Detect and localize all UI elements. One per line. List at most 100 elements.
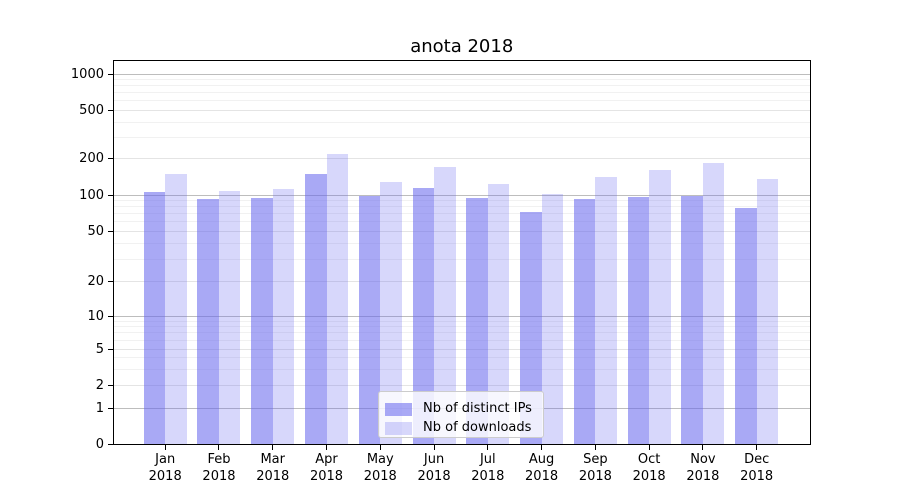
gridline-y-50 [114,231,810,232]
y-tick-label-100: 100 [79,187,104,203]
x-tick-label-jun: Jun 2018 [417,451,451,484]
legend-label-distinct-ips: Nb of distinct IPs [423,401,532,416]
bar-distinct-ips-jul [466,198,488,445]
chart-title: anota 2018 [410,36,514,57]
bar-downloads-sep [595,177,617,445]
x-tick-mark-feb [218,444,220,450]
x-tick-label-sep: Sep 2018 [578,451,612,484]
gridline-y-70 [114,213,810,215]
bar-downloads-feb [218,191,241,445]
gridline-y-700 [114,92,810,94]
y-tick-mark-5 [108,348,113,350]
legend-row-downloads: Nb of downloads [385,420,535,436]
bar-downloads-jul [487,184,510,445]
x-tick-label-feb: Feb 2018 [202,451,236,484]
gridline-y-10 [114,315,810,317]
y-tick-mark-1000 [108,73,113,75]
x-tick-label-jul: Jul 2018 [471,451,505,484]
x-tick-mark-jul [487,444,489,450]
bar-distinct-ips-mar [251,197,273,445]
y-tick-label-200: 200 [79,151,104,167]
legend-row-distinct-ips: Nb of distinct IPs [385,401,535,417]
legend-label-downloads: Nb of downloads [423,420,532,435]
x-tick-label-aug: Aug 2018 [525,451,559,484]
bar-downloads-may [380,181,402,445]
x-tick-label-dec: Dec 2018 [740,451,774,484]
gridline-y-1000 [114,73,810,75]
gridline-y-300 [114,136,810,138]
y-tick-mark-50 [108,231,113,232]
gridline-y-400 [114,121,810,123]
y-tick-label-500: 500 [79,102,104,118]
bar-downloads-oct [649,170,671,445]
x-tick-mark-mar [272,444,274,450]
gridline-y-3 [114,368,810,370]
x-tick-mark-aug [541,444,543,450]
bar-distinct-ips-may [358,195,381,445]
bar-downloads-apr [326,153,348,445]
bar-distinct-ips-dec [735,208,757,445]
gridline-y-8 [114,326,810,328]
gridline-y-6 [114,339,810,341]
gridline-y-40 [114,243,810,245]
x-tick-mark-jan [164,444,166,450]
x-tick-mark-may [379,444,381,450]
gridline-y-30 [114,258,810,260]
y-tick-mark-500 [108,109,113,111]
x-tick-label-mar: Mar 2018 [256,451,290,484]
bar-downloads-dec [756,178,779,445]
y-tick-mark-2 [108,385,113,386]
y-tick-label-1000: 1000 [70,66,104,82]
bar-downloads-jan [165,173,187,445]
gridline-y-7 [114,332,810,334]
gridline-y-100 [114,194,810,196]
y-tick-mark-1 [108,408,113,409]
y-tick-label-0: 0 [95,437,104,452]
gridline-y-200 [114,158,810,160]
y-tick-label-5: 5 [95,341,104,357]
legend-swatch-downloads [385,422,412,435]
bar-downloads-jun [434,166,456,445]
gridline-y-500 [114,109,810,111]
x-tick-mark-oct [648,444,650,450]
gridline-y-2 [114,385,810,386]
gridline-y-9 [114,320,810,322]
gridline-y-20 [114,280,810,282]
y-tick-label-1: 1 [95,401,104,416]
y-tick-label-20: 20 [87,273,104,289]
x-tick-mark-sep [594,444,596,450]
bar-distinct-ips-jun [412,187,435,445]
x-tick-mark-jun [433,444,435,450]
bar-distinct-ips-aug [520,212,542,445]
bar-distinct-ips-nov [681,195,703,445]
legend-box: Nb of distinct IPs Nb of downloads [378,391,544,438]
bar-distinct-ips-apr [305,174,327,445]
bar-downloads-nov [702,163,725,445]
x-tick-mark-apr [326,444,327,450]
x-tick-mark-nov [702,444,704,450]
bar-downloads-aug [541,193,564,445]
y-tick-mark-100 [108,194,113,196]
y-tick-mark-20 [108,280,113,282]
bar-distinct-ips-jan [143,192,166,445]
x-tick-label-jan: Jan 2018 [148,451,182,484]
bar-distinct-ips-sep [573,199,596,445]
y-tick-label-2: 2 [95,378,104,393]
y-tick-mark-0 [108,444,113,445]
legend-swatch-distinct-ips [385,403,412,416]
x-tick-mark-dec [756,444,758,450]
gridline-y-900 [114,79,810,81]
gridline-y-80 [114,206,810,208]
bar-distinct-ips-feb [197,199,219,445]
y-tick-label-10: 10 [87,308,104,324]
gridline-y-800 [114,85,810,87]
x-tick-label-nov: Nov 2018 [686,451,720,484]
y-tick-label-50: 50 [87,224,104,239]
gridline-y-5 [114,348,810,350]
bar-distinct-ips-oct [627,196,650,445]
y-tick-mark-10 [108,315,113,317]
gridline-y-600 [114,100,810,102]
bar-downloads-mar [272,189,295,445]
gridline-y-60 [114,221,810,223]
